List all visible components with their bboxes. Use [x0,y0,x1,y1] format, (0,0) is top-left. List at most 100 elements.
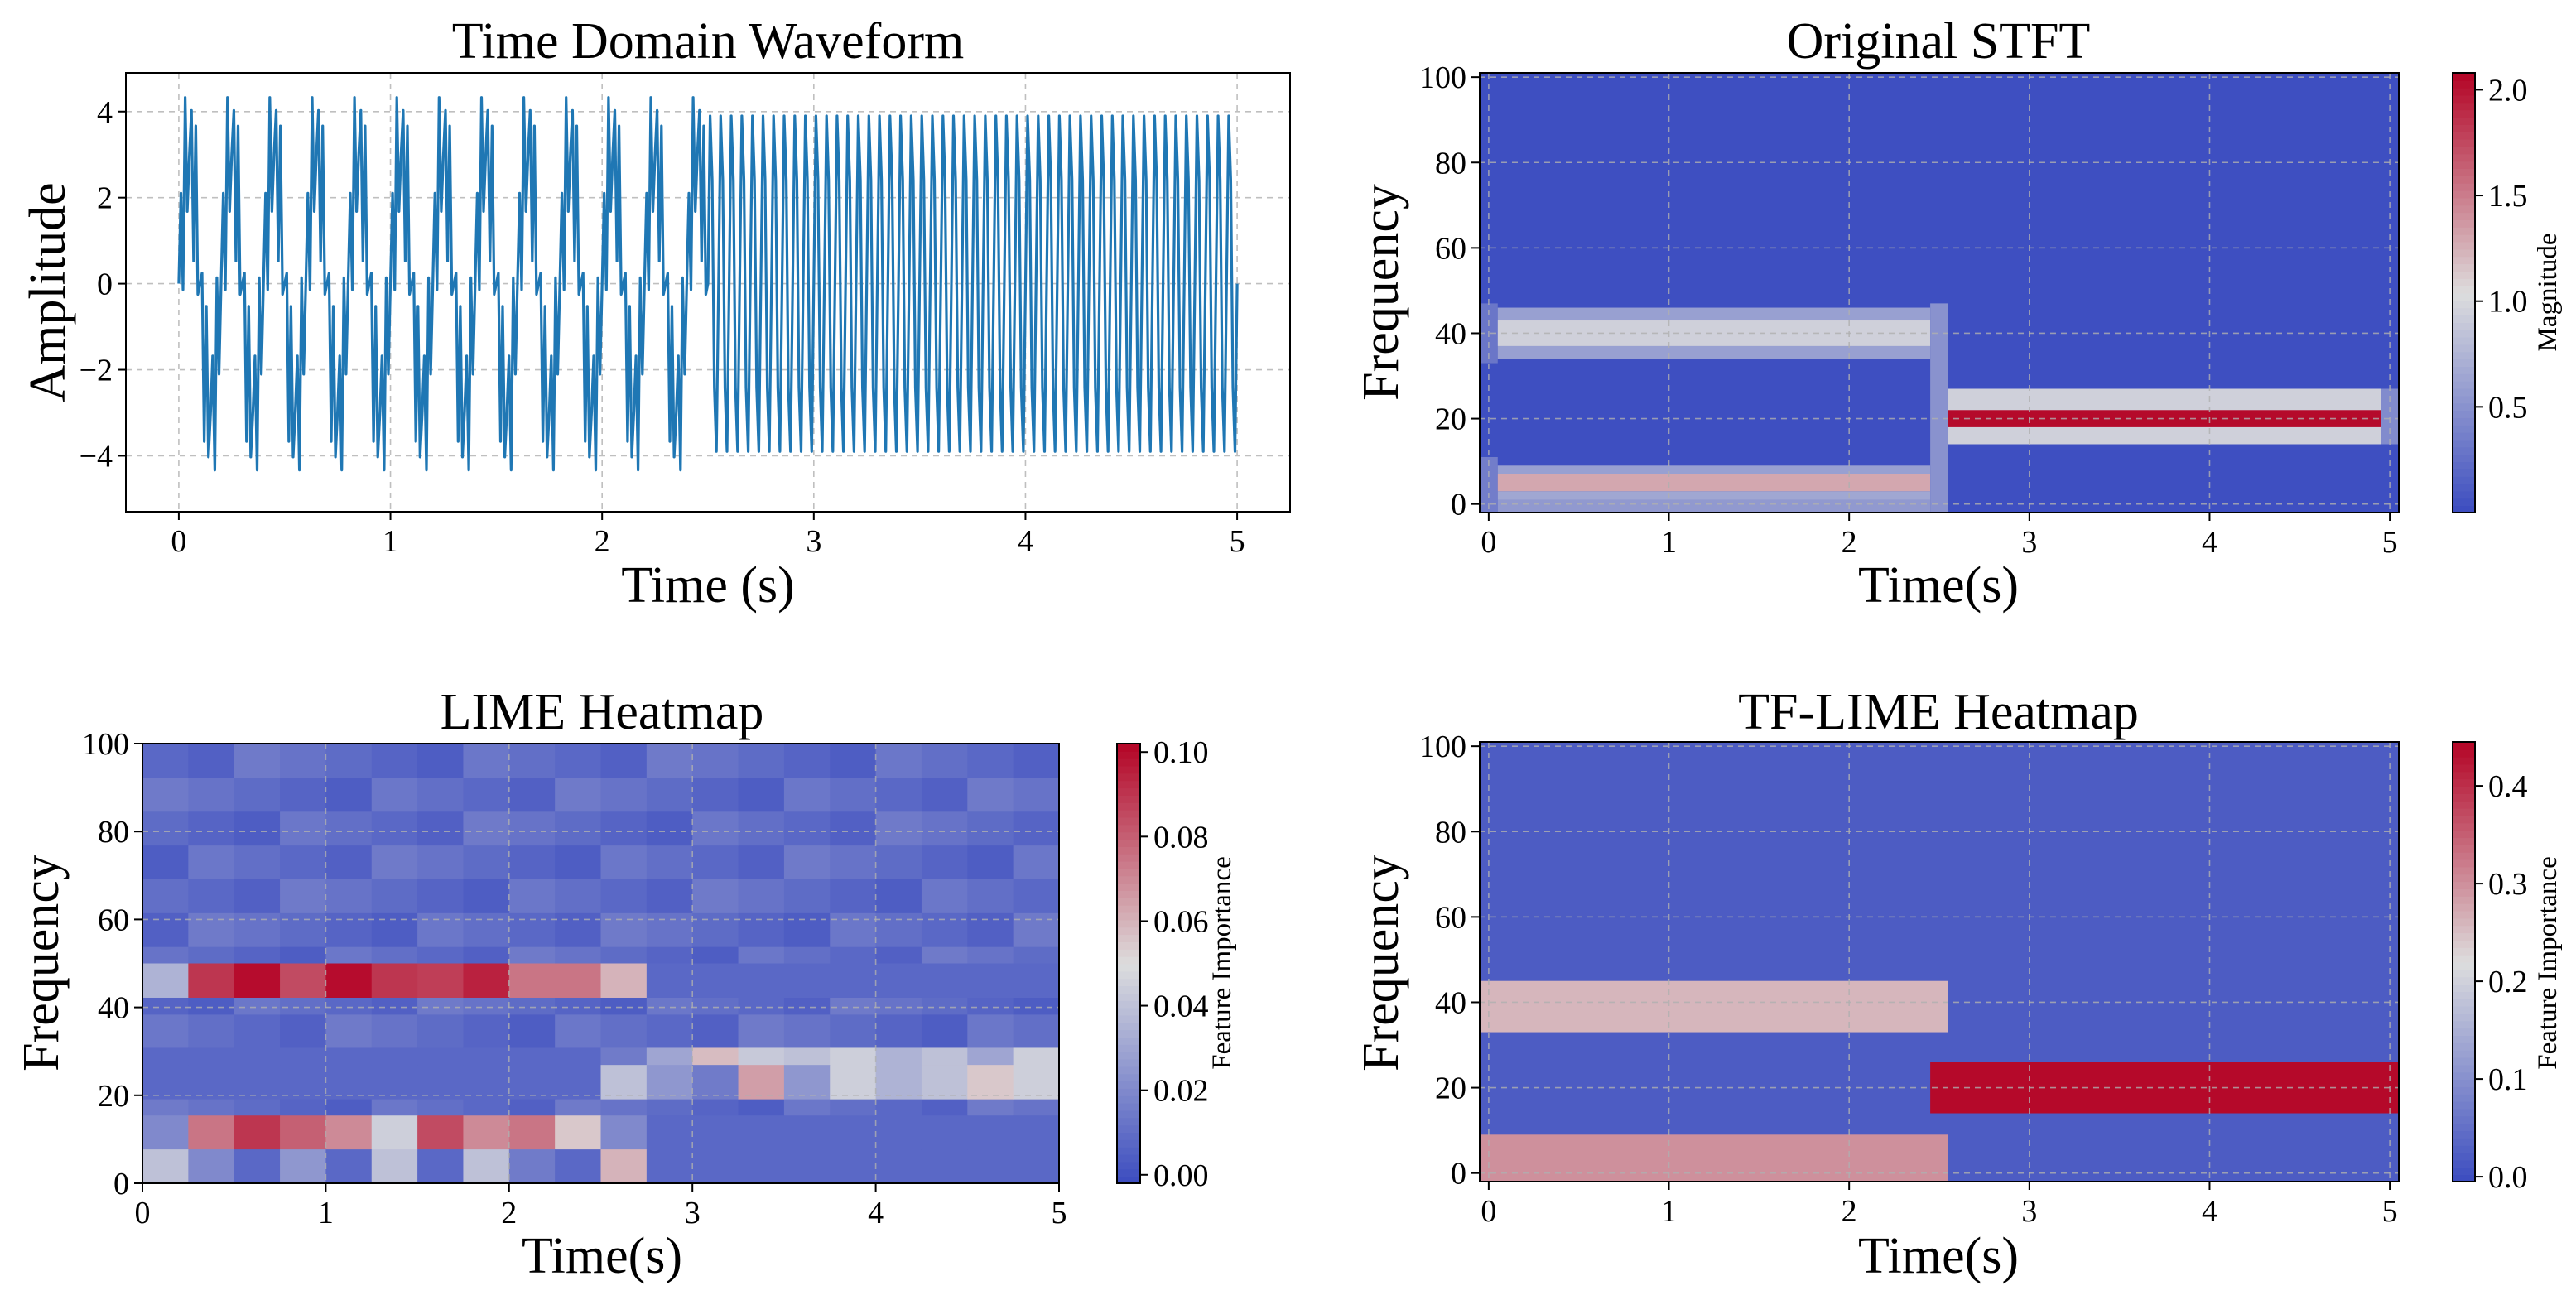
lime-colorbar-segment [1117,1132,1140,1140]
lime-cell [142,1065,189,1100]
lime-cell [738,1014,785,1049]
tf-lime-ytick-label: 0 [1451,1157,1466,1192]
stft-colorbar-segment [2453,117,2475,125]
lime-cell [600,1047,648,1066]
stft-colorbar-segment [2453,300,2475,309]
tf-lime-colorbar-label: Feature Importance [2533,856,2563,1069]
lime-cell [692,811,739,846]
lime-colorbar-segment [1117,1014,1140,1023]
tf-lime-xtick-label: 5 [2382,1194,2398,1229]
lime-cell [463,1014,510,1049]
lime-cell [875,1149,922,1184]
lime-colorbar-tick-label: 0.10 [1153,735,1209,770]
lime-cell [188,1115,235,1150]
lime-cell [967,811,1014,846]
tf-lime-colorbar-segment [2453,888,2475,897]
lime-colorbar: 0.00 0.02 0.04 0.06 0.08 0.10 [1116,735,1209,1193]
lime-cell [555,1047,602,1066]
lime-cell [325,1047,373,1066]
lime-colorbar-segment [1117,1168,1140,1177]
lime-cell [600,1149,648,1184]
lime-title: LIME Heatmap [441,684,764,740]
lime-colorbar-segment [1117,853,1140,862]
lime-cell [280,1014,326,1049]
lime-cell [830,912,877,947]
lime-colorbar-segment [1117,824,1140,833]
lime-cell [830,1065,877,1100]
tf-lime-xtick-label: 2 [1842,1194,1857,1229]
tf-lime-colorbar-segment [2453,800,2475,809]
stft-colorbar-segment [2453,87,2475,96]
tf-lime-cell [1480,1134,1948,1182]
lime-cell [280,777,326,812]
lime-cell [142,777,189,812]
tf-lime-colorbar-segment [2453,1035,2475,1043]
tf-lime-colorbar-segment [2453,1028,2475,1036]
lime-cell [646,1065,693,1100]
lime-cell [142,744,189,778]
tf-lime-colorbar-segment [2453,866,2475,875]
lime-cell [234,1047,281,1066]
lime-cell [417,1047,465,1066]
panel-tf-lime: TF-LIME Heatmap 0 1 2 3 4 5 0 20 40 60 80 100 Time(… [1353,684,2563,1284]
waveform-xtick-label: 1 [383,524,398,559]
lime-cell [325,1149,373,1184]
tf-lime-colorbar-segment [2453,1174,2475,1182]
tf-lime-colorbar-segment [2453,1115,2475,1124]
lime-cell [692,1149,739,1184]
lime-cell [463,1115,510,1150]
tf-lime-colorbar-segment [2453,756,2475,765]
tf-lime-colorbar-segment [2453,881,2475,889]
tf-lime-colorbar-segment [2453,786,2475,794]
lime-cell [783,912,831,947]
stft-cell [1497,345,1931,359]
lime-cell [738,811,785,846]
lime-ytick-label: 0 [113,1167,129,1201]
lime-cell [738,879,785,913]
lime-colorbar-segment [1117,934,1140,942]
lime-cell [921,1065,968,1100]
tf-lime-colorbar-segment [2453,1005,2475,1014]
lime-colorbar-segment [1117,1117,1140,1126]
tf-lime-colorbar-segment [2453,859,2475,868]
lime-cell [371,777,418,812]
lime-cell [417,777,465,812]
stft-cell [2381,388,2399,445]
stft-title: Original STFT [1787,13,2091,70]
lime-cell [280,963,326,998]
lime-colorbar-tick-label: 0.02 [1153,1074,1209,1109]
tf-lime-colorbar-segment [2453,910,2475,919]
lime-cell [508,1065,556,1100]
lime-cell [508,1149,556,1184]
lime-cell [921,1014,968,1049]
lime-cell [463,744,510,778]
stft-colorbar-segment [2453,439,2475,448]
lime-colorbar-segment [1117,890,1140,898]
lime-cell [646,1047,693,1066]
waveform-ytick-label: −4 [79,439,113,474]
lime-plot-area [142,743,1060,1184]
tf-lime-cell [1480,980,1948,1033]
stft-colorbar-segment [2453,416,2475,426]
lime-cell [967,912,1014,947]
tf-lime-colorbar-segment [2453,946,2475,956]
lime-cell [188,1047,235,1066]
lime-colorbar-segment [1117,1007,1140,1016]
lime-cell [1013,1047,1060,1066]
tf-lime-colorbar-segment [2453,1130,2475,1139]
lime-cell [921,879,968,913]
lime-cell [692,1065,739,1100]
lime-colorbar-segment [1117,1087,1140,1096]
lime-cell [646,879,693,913]
lime-cell [692,879,739,913]
lime-cell [280,744,326,778]
lime-cell [830,1014,877,1049]
lime-cell [234,879,281,913]
lime-cell [234,1115,281,1150]
lime-colorbar-segment [1117,1161,1140,1170]
waveform-plot-area [126,73,1290,512]
lime-cell [508,912,556,947]
lime-ytick-label: 40 [98,991,129,1026]
lime-cell [875,912,922,947]
lime-ticks: 0 1 2 3 4 5 0 20 40 60 80 100 [82,727,1067,1230]
